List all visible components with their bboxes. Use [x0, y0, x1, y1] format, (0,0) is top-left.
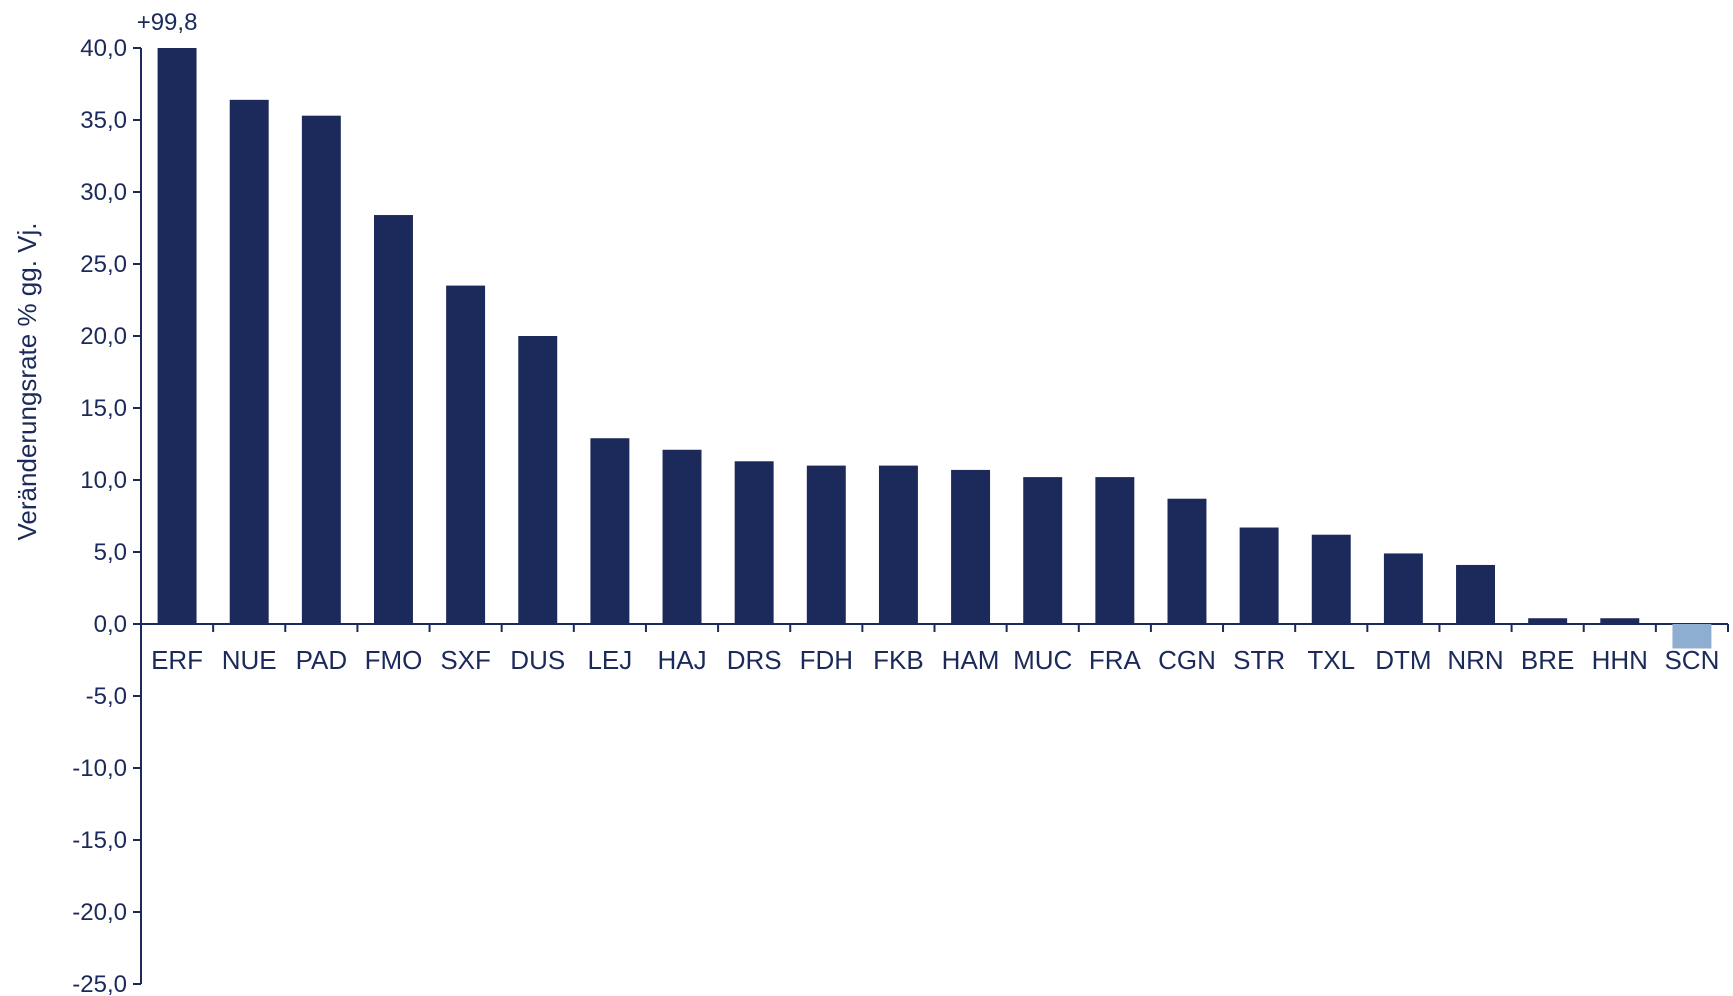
y-tick-label: -5,0 [86, 683, 127, 710]
bar-erf [157, 48, 197, 624]
x-tick-label: DTM [1375, 645, 1431, 675]
labels: 40,0 35,0 30,0 25,0 20,0 15,0 10,0 5,0 0,0 -5,0 -1… [72, 9, 1719, 996]
bar-nrn [1456, 564, 1495, 624]
x-tick-label: HHN [1592, 645, 1648, 675]
bar-bre [1528, 618, 1568, 624]
x-tick-label: NRN [1447, 645, 1503, 675]
bar-nue [229, 99, 269, 625]
x-tick-label: SCN [1664, 645, 1719, 675]
bar-sxf [446, 285, 486, 624]
y-tick-label: -10,0 [72, 755, 127, 782]
y-tick-label: 0,0 [94, 611, 127, 638]
x-tick-label: PAD [296, 645, 348, 675]
y-tick-label: 15,0 [80, 395, 127, 422]
bar-drs [734, 461, 774, 624]
y-tick-label: -25,0 [72, 971, 127, 996]
bar-dtm [1383, 553, 1423, 624]
bar-fmo [374, 215, 413, 625]
y-tick-label: -15,0 [72, 827, 127, 854]
bar-haj [662, 449, 702, 624]
bar-ham [951, 469, 991, 624]
bar-txl [1311, 534, 1351, 624]
bar-cgn [1167, 498, 1207, 624]
bar-hhn [1600, 618, 1640, 624]
y-tick-label: -20,0 [72, 899, 127, 926]
x-tick-label: FDH [800, 645, 853, 675]
x-tick-label: MUC [1013, 645, 1072, 675]
x-tick-label: DRS [727, 645, 782, 675]
x-tick-label: FKB [873, 645, 924, 675]
x-tick-label: HAM [942, 645, 1000, 675]
bar-muc [1023, 477, 1063, 624]
y-tick-label: 10,0 [80, 467, 127, 494]
x-tick-label: TXL [1307, 645, 1355, 675]
x-tick-label: NUE [222, 645, 277, 675]
x-tick-label: FRA [1089, 645, 1142, 675]
bar-str [1239, 527, 1279, 624]
bar-fdh [806, 465, 846, 624]
y-tick-label: 40,0 [80, 35, 127, 62]
x-tick-label: HAJ [657, 645, 706, 675]
x-tick-label: SXF [440, 645, 491, 675]
bar-lej [590, 438, 630, 624]
data-label-erf: +99,8 [137, 9, 198, 36]
bar-fra [1095, 477, 1135, 624]
y-tick-label: 30,0 [80, 179, 127, 206]
axes [133, 47, 1729, 985]
y-tick-label: 35,0 [80, 107, 127, 134]
bar-pad [301, 115, 341, 625]
x-tick-label: LEJ [587, 645, 632, 675]
x-tick-label: FMO [365, 645, 423, 675]
x-tick-label: ERF [151, 645, 203, 675]
x-tick-label: CGN [1158, 645, 1216, 675]
bar-scn [1672, 624, 1712, 649]
y-axis-title: Veränderungsrate % gg. Vj. [12, 223, 42, 541]
y-tick-label: 25,0 [80, 251, 127, 278]
bars [157, 48, 1712, 649]
y-tick-label: 20,0 [80, 323, 127, 350]
y-tick-label: 5,0 [94, 539, 127, 566]
bar-fkb [878, 465, 918, 624]
x-tick-label: DUS [510, 645, 565, 675]
x-tick-label: BRE [1521, 645, 1574, 675]
x-tick-label: STR [1233, 645, 1285, 675]
bar-dus [518, 336, 558, 624]
